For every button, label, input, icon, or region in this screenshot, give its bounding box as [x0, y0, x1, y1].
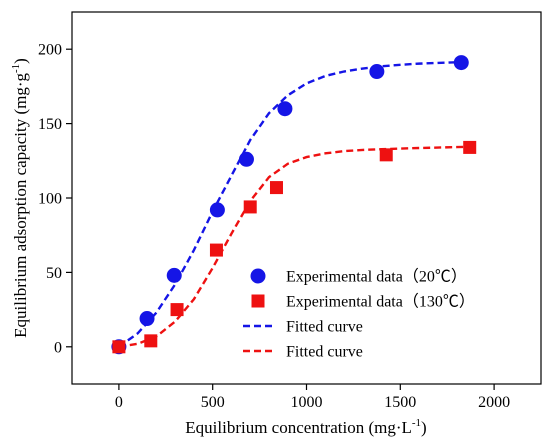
- x-tick-label: 2000: [478, 394, 510, 411]
- legend-label: Fitted curve: [286, 319, 363, 336]
- y-axis-title: Equilibrium adsorption capacity (mg·g-1): [10, 58, 30, 338]
- x-axis-title-sup: -1: [412, 417, 421, 429]
- y-axis-title-tail: ): [11, 58, 30, 64]
- x-tick-label: 1500: [384, 394, 416, 411]
- x-tick-label: 1000: [291, 394, 323, 411]
- x-tick-label: 500: [201, 394, 225, 411]
- y-tick-label: 50: [46, 265, 62, 282]
- data-point-square: [269, 181, 283, 195]
- data-point-circle: [277, 101, 293, 117]
- x-axis-title-tail: ): [421, 418, 427, 437]
- legend-marker-circle: [250, 268, 266, 284]
- data-point-square: [144, 334, 158, 348]
- data-point-square: [112, 340, 126, 354]
- legend-label: Experimental data（130℃）: [286, 293, 475, 311]
- data-point-square: [170, 303, 184, 317]
- y-tick-label: 0: [54, 339, 62, 356]
- data-point-square: [209, 243, 223, 257]
- x-axis-title-main: Equilibrium concentration (mg·L: [185, 418, 412, 437]
- y-axis-title-sup: -1: [10, 64, 22, 73]
- x-axis-title: Equilibrium concentration (mg·L-1): [185, 417, 426, 437]
- data-point-circle: [166, 267, 182, 283]
- legend-label: Experimental data（20℃）: [286, 268, 467, 286]
- fitted-curve-line: [118, 145, 474, 348]
- legend-label: Fitted curve: [286, 344, 363, 361]
- series-layer: [111, 55, 477, 355]
- y-tick-label: 150: [38, 116, 62, 133]
- x-tick-label: 0: [115, 394, 123, 411]
- data-point-square: [243, 200, 257, 214]
- legend-marker-square: [251, 294, 265, 308]
- data-point-circle: [238, 151, 254, 167]
- y-tick-label: 100: [38, 191, 62, 208]
- data-point-circle: [453, 55, 469, 71]
- data-point-circle: [209, 202, 225, 218]
- y-tick-label: 200: [38, 42, 62, 59]
- data-point-square: [463, 140, 477, 154]
- y-axis-title-main: Equilibrium adsorption capacity (mg·g: [11, 72, 30, 337]
- data-point-circle: [369, 64, 385, 80]
- data-point-circle: [139, 311, 155, 327]
- ticks-layer: 0 500 1000 1500 2000 0 50 100 150 200: [38, 42, 510, 411]
- data-point-square: [379, 148, 393, 162]
- legend: Experimental data（20℃） Experimental data（…: [243, 268, 475, 361]
